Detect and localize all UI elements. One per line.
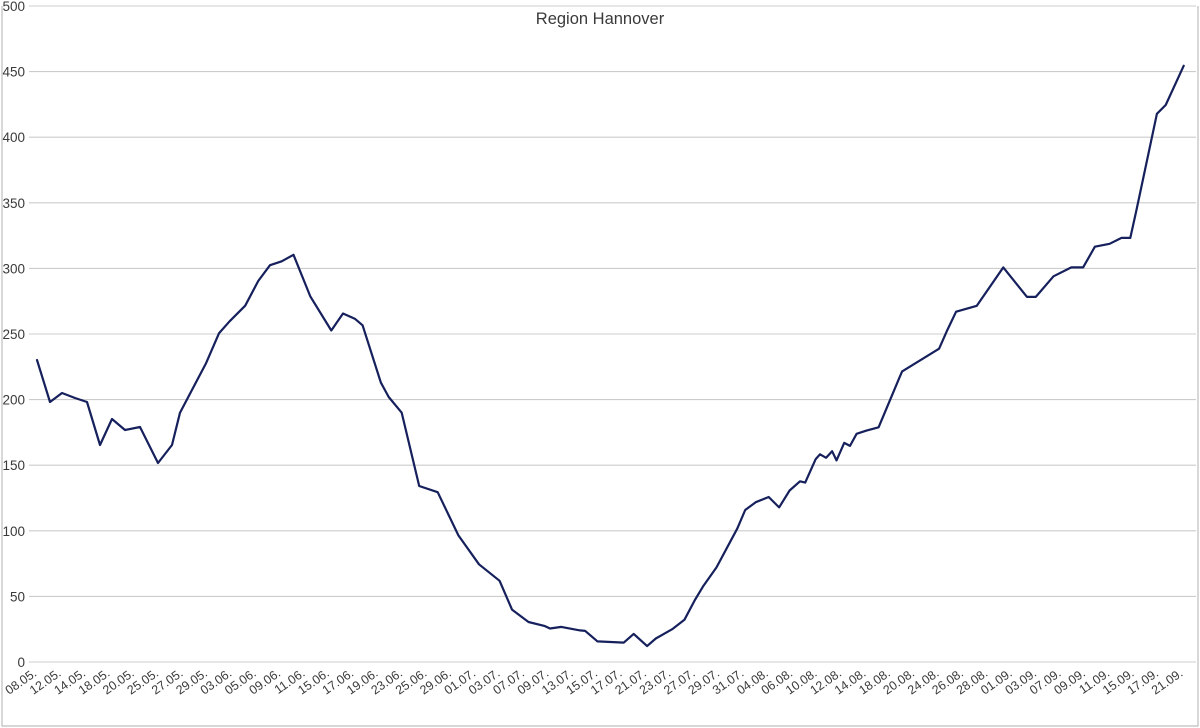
svg-text:350: 350 [2, 196, 25, 211]
svg-text:300: 300 [2, 261, 25, 276]
svg-text:0: 0 [17, 655, 25, 670]
svg-text:50: 50 [10, 589, 25, 604]
svg-text:150: 150 [2, 458, 25, 473]
svg-text:250: 250 [2, 327, 25, 342]
svg-text:200: 200 [2, 393, 25, 408]
svg-text:450: 450 [2, 65, 25, 80]
svg-text:400: 400 [2, 130, 25, 145]
svg-text:100: 100 [2, 524, 25, 539]
